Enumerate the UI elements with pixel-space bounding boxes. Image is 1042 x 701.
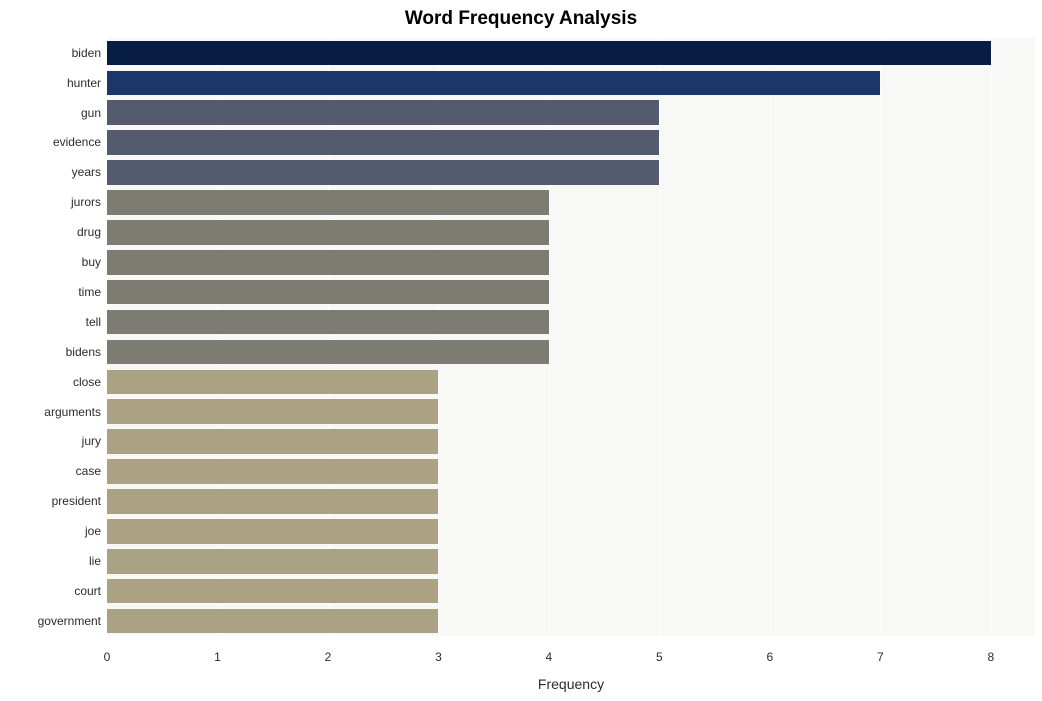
y-tick-label: hunter (67, 76, 101, 90)
y-tick-label: close (73, 375, 101, 389)
x-tick-label: 5 (639, 650, 679, 664)
y-tick-label: evidence (53, 135, 101, 149)
bar (107, 489, 438, 514)
bar (107, 519, 438, 544)
y-tick-label: arguments (44, 405, 101, 419)
bar (107, 100, 659, 125)
grid-line (549, 38, 550, 636)
grid-line (328, 38, 329, 636)
y-tick-label: biden (72, 46, 101, 60)
x-tick-label: 4 (529, 650, 569, 664)
y-tick-label: drug (77, 225, 101, 239)
bar (107, 370, 438, 395)
bar (107, 160, 659, 185)
bar (107, 549, 438, 574)
bar (107, 609, 438, 634)
y-tick-label: gun (81, 106, 101, 120)
x-tick-label: 1 (197, 650, 237, 664)
grid-line (107, 38, 108, 636)
y-tick-label: jury (82, 434, 101, 448)
bar (107, 220, 549, 245)
grid-line (880, 38, 881, 636)
grid-line (217, 38, 218, 636)
y-tick-label: joe (85, 524, 101, 538)
x-tick-label: 8 (971, 650, 1011, 664)
y-tick-label: government (38, 614, 101, 628)
grid-line (770, 38, 771, 636)
y-tick-label: years (72, 165, 101, 179)
grid-line (438, 38, 439, 636)
bar (107, 250, 549, 275)
x-tick-label: 7 (860, 650, 900, 664)
y-tick-label: buy (82, 255, 101, 269)
bar (107, 579, 438, 604)
bar (107, 429, 438, 454)
y-tick-label: time (78, 285, 101, 299)
chart-title: Word Frequency Analysis (0, 8, 1042, 30)
bar (107, 310, 549, 335)
y-tick-label: tell (86, 315, 101, 329)
x-tick-label: 2 (308, 650, 348, 664)
grid-line (991, 38, 992, 636)
grid-line (659, 38, 660, 636)
bar (107, 280, 549, 305)
bar (107, 190, 549, 215)
y-tick-label: lie (89, 554, 101, 568)
plot-area (107, 38, 1035, 636)
y-tick-label: case (76, 464, 101, 478)
bar (107, 459, 438, 484)
x-tick-label: 3 (418, 650, 458, 664)
word-frequency-chart: Word Frequency Analysis Frequency 0 1 2 3 4 5… (0, 0, 1042, 701)
y-tick-label: president (52, 494, 101, 508)
bar (107, 130, 659, 155)
bar (107, 399, 438, 424)
x-axis-title: Frequency (107, 676, 1035, 692)
x-tick-label: 0 (87, 650, 127, 664)
x-tick-label: 6 (750, 650, 790, 664)
y-tick-label: court (74, 584, 101, 598)
bar (107, 340, 549, 365)
bar (107, 41, 991, 66)
y-tick-label: jurors (71, 195, 101, 209)
bar (107, 71, 880, 96)
y-tick-label: bidens (66, 345, 101, 359)
